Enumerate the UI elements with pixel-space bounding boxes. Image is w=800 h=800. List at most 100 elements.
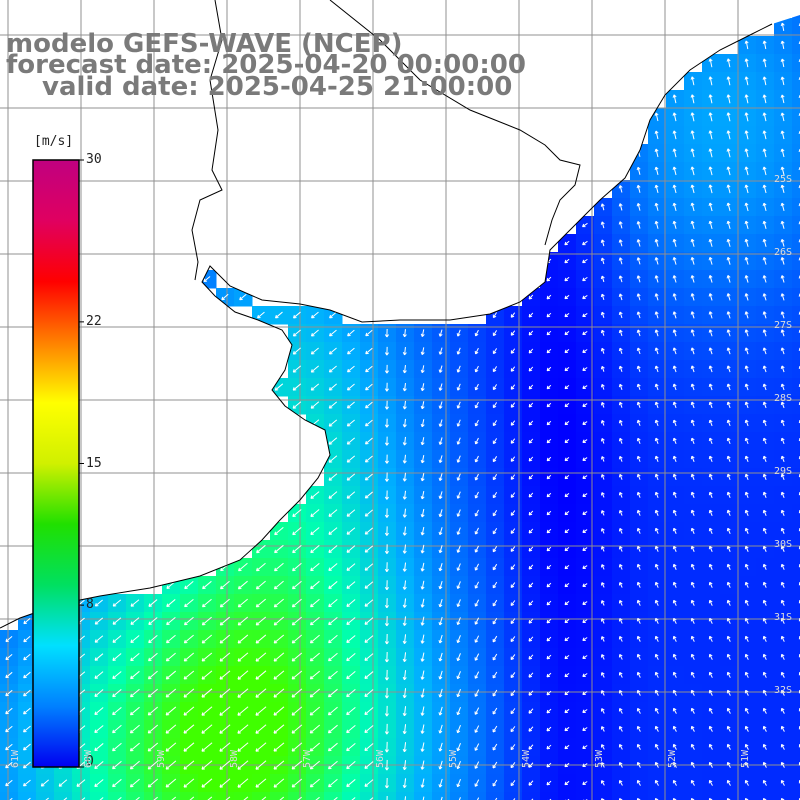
wind-arrow	[402, 347, 407, 356]
wind-arrow	[510, 402, 516, 408]
longitude-label: 59W	[156, 749, 167, 768]
wind-arrow	[672, 112, 677, 122]
wind-arrow	[310, 562, 320, 572]
wind-arrow	[328, 347, 337, 355]
wind-arrow	[690, 275, 695, 283]
wind-arrow	[564, 439, 570, 444]
wind-arrow	[23, 617, 31, 625]
wind-arrow	[528, 600, 534, 606]
wind-arrow	[690, 76, 695, 86]
wind-arrow	[780, 130, 785, 140]
speed-cell	[612, 792, 631, 800]
wind-arrow	[564, 367, 570, 372]
wind-arrow	[564, 330, 570, 336]
wind-arrow	[690, 94, 695, 104]
wind-arrow	[564, 457, 570, 462]
wind-arrow	[474, 491, 479, 499]
wind-arrow	[438, 329, 443, 337]
wind-arrow	[654, 148, 659, 158]
latitude-label: 30S	[774, 539, 793, 550]
wind-arrow	[148, 599, 158, 607]
wind-arrow	[600, 347, 605, 354]
wind-arrow	[402, 382, 407, 392]
wind-arrow	[546, 528, 552, 534]
wind-arrow	[726, 473, 731, 481]
wind-arrow	[726, 581, 731, 588]
wind-arrow	[708, 166, 713, 176]
wind-arrow	[528, 510, 534, 516]
wind-arrow	[528, 312, 534, 318]
wind-arrow	[402, 598, 407, 608]
wind-arrow	[564, 421, 570, 426]
wind-arrow	[203, 276, 211, 283]
wind-arrow	[438, 419, 443, 427]
wind-arrow	[237, 580, 248, 590]
wind-arrow	[582, 547, 588, 551]
wind-arrow	[492, 366, 498, 373]
wind-arrow	[456, 581, 461, 589]
wind-arrow	[528, 456, 534, 462]
wind-arrow	[780, 581, 785, 588]
speed-cell	[792, 216, 800, 235]
colorbar	[32, 159, 84, 768]
wind-arrow	[257, 311, 265, 319]
speed-cell	[162, 792, 181, 800]
wind-arrow	[780, 311, 785, 319]
wind-arrow	[744, 220, 749, 229]
longitude-label: 54W	[521, 749, 532, 768]
wind-arrow	[672, 365, 677, 373]
wind-arrow	[510, 564, 516, 570]
wind-arrow	[636, 293, 641, 301]
wind-arrow	[690, 563, 695, 570]
wind-arrow	[780, 257, 785, 265]
wind-arrow	[328, 365, 337, 373]
wind-arrow	[780, 94, 785, 104]
speed-cell	[144, 792, 163, 800]
wind-arrow	[582, 511, 588, 515]
wind-arrow	[762, 220, 767, 229]
wind-arrow	[328, 437, 338, 445]
wind-arrow	[492, 312, 498, 319]
wind-arrow	[184, 581, 194, 590]
wind-arrow	[492, 384, 498, 391]
wind-arrow	[744, 202, 749, 212]
wind-arrow	[708, 202, 713, 212]
speed-cell	[792, 126, 800, 145]
wind-arrow	[762, 419, 767, 427]
wind-arrow	[438, 580, 443, 590]
wind-arrow	[438, 365, 443, 373]
speed-cell	[792, 648, 800, 667]
land-area	[0, 0, 800, 628]
wind-arrow	[726, 166, 731, 176]
wind-arrow	[726, 94, 731, 104]
speed-cell	[792, 198, 800, 217]
wind-arrow	[546, 384, 552, 390]
wind-arrow	[582, 276, 588, 282]
speed-cell	[108, 792, 127, 800]
wind-arrow	[364, 563, 374, 571]
wind-arrow	[402, 508, 407, 518]
wind-arrow	[237, 598, 248, 608]
wind-arrow	[618, 455, 623, 462]
wind-arrow	[474, 419, 479, 427]
speed-cell	[450, 792, 469, 800]
wind-arrow	[130, 599, 140, 607]
wind-arrow	[238, 562, 248, 572]
wind-arrow	[293, 311, 301, 319]
wind-arrow	[636, 509, 641, 516]
speed-cell	[792, 432, 800, 451]
wind-arrow	[726, 383, 731, 391]
wind-arrow	[780, 473, 785, 480]
wind-arrow	[654, 130, 659, 140]
colorbar-tick-label: 15	[86, 455, 102, 471]
wind-arrow	[780, 419, 785, 427]
wind-arrow	[528, 294, 534, 300]
wind-arrow	[528, 492, 534, 498]
speed-cell	[558, 792, 577, 800]
wind-arrow	[510, 366, 516, 372]
wind-arrow	[310, 527, 320, 536]
wind-arrow	[708, 347, 713, 355]
wind-arrow	[292, 544, 302, 554]
wind-arrow	[492, 599, 498, 607]
wind-arrow	[564, 240, 570, 246]
